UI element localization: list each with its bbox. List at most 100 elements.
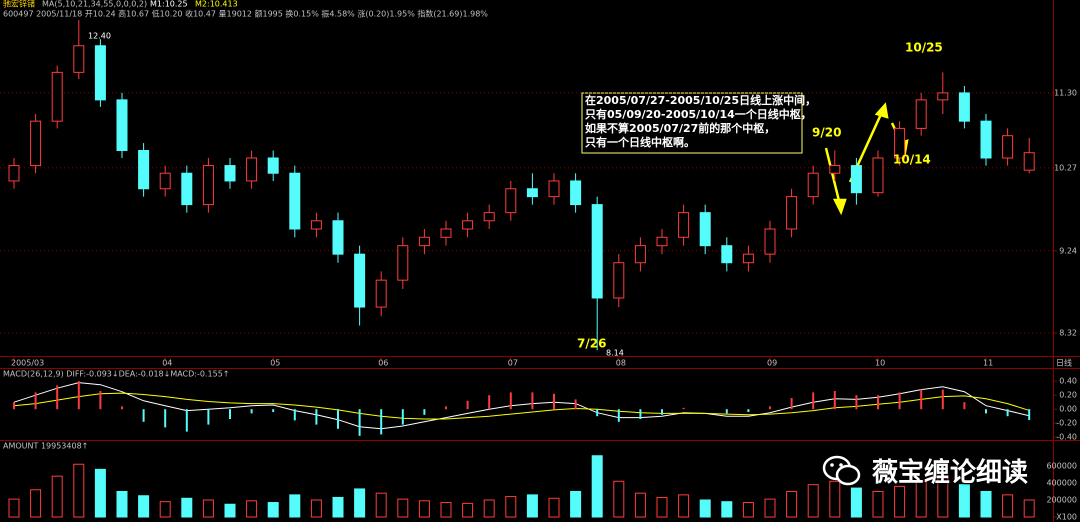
volume-bar (613, 480, 625, 518)
x-tick-label: 2005/03 (11, 359, 44, 368)
volume-bar (94, 468, 106, 518)
annotation: 12.40 (88, 32, 111, 41)
volume-bar (246, 500, 258, 518)
candle-body (958, 92, 970, 122)
volume-bar (224, 503, 236, 518)
y-tick-label: -0.40 (1056, 433, 1077, 442)
candle-body (1023, 152, 1035, 171)
volume-bar (721, 501, 733, 518)
candle-body (656, 236, 668, 247)
candle-body (462, 220, 474, 230)
volume-bar (526, 494, 538, 518)
candle-body (30, 120, 42, 167)
candle-body (138, 149, 150, 190)
candle-body (375, 279, 387, 308)
annotation: 7/26 (577, 337, 606, 351)
m1-label: M1:10.25 (150, 0, 188, 9)
volume-bar (267, 502, 279, 518)
candle-body (418, 236, 430, 247)
x-tick-label: 10 (875, 359, 885, 368)
x-tick-label: 06 (378, 359, 388, 368)
y-tick-label: 9.24 (1059, 246, 1077, 255)
volume-bar (915, 480, 927, 518)
candle-body (634, 245, 646, 264)
volume-bar (397, 498, 409, 518)
x-tick-label: 11 (983, 359, 993, 368)
volume-bar (656, 496, 668, 518)
quote-info: 600497 2005/11/18 开10.24 高10.67 低10.20 收… (3, 9, 488, 19)
candle-body (872, 157, 884, 194)
ma-label: MA(5,10,21,34,55,0,0,0,2) (42, 0, 147, 9)
volume-bar (418, 500, 430, 518)
volume-bar (51, 475, 63, 518)
note-line: 如果不算2005/07/27前的那个中枢， (585, 121, 775, 135)
candle-body (699, 212, 711, 247)
candle-body (94, 45, 106, 101)
candle-body (829, 165, 841, 174)
volume-bar (116, 490, 128, 518)
volume-bar (1023, 499, 1035, 518)
panel-title: MACD(26,12,9) DIFF:-0.093↓DEA:-0.018↓MAC… (3, 370, 230, 379)
volume-bar (354, 488, 366, 518)
candle-body (850, 165, 862, 194)
candle-body (310, 220, 322, 230)
candle-body (591, 204, 603, 299)
note-line: 只有一个日线中枢啊。 (585, 135, 695, 149)
candle-body (181, 172, 193, 206)
volume-bar (332, 496, 344, 518)
volume-bar (764, 498, 776, 518)
candle-body (332, 220, 344, 255)
volume-bar (73, 463, 85, 518)
macd-line (13, 392, 1030, 420)
candle-body (505, 188, 517, 214)
annotation: 9/20 (812, 126, 841, 140)
candle-body (980, 120, 992, 159)
macd-line (13, 382, 1030, 430)
volume-bar (310, 499, 322, 518)
y-tick-label: 0.40 (1059, 377, 1077, 386)
x-axis-label: 日线 (1056, 358, 1072, 368)
candle-body (440, 228, 452, 238)
volume-bar (958, 484, 970, 518)
panel-title: AMOUNT 19953408↑ (3, 442, 88, 451)
volume-bar (786, 490, 798, 518)
volume-bar (591, 455, 603, 518)
candle-body (807, 172, 819, 198)
volume-bar (483, 499, 495, 518)
y-tick-label: 200000 (1046, 495, 1077, 504)
candle-body (915, 99, 927, 129)
volume-bar (937, 477, 949, 518)
volume-bar (440, 502, 452, 518)
volume-bar (850, 487, 862, 518)
candle-body (721, 245, 733, 264)
y-tick-label: 10.27 (1054, 163, 1077, 172)
y-tick-label: 400000 (1046, 478, 1077, 487)
volume-bar (699, 499, 711, 518)
candle-body (8, 165, 20, 182)
volume-bar (894, 485, 906, 518)
volume-bar (138, 495, 150, 518)
candle-body (570, 180, 582, 206)
volume-bar (375, 492, 387, 518)
note-line: 只有05/09/20-2005/10/14一个日线中枢， (585, 107, 812, 121)
volume-bar (678, 494, 690, 518)
candle-body (526, 188, 538, 198)
volume-bar (1002, 494, 1014, 518)
y-tick-label: 0.20 (1059, 391, 1077, 400)
candle-body (483, 212, 495, 222)
watermark-text: 薇宝缠论细读 (872, 458, 1029, 488)
x-tick-label: 07 (508, 359, 518, 368)
y-tick-label: -0.20 (1056, 419, 1077, 428)
y-tick-label: 8.32 (1059, 329, 1077, 338)
volume-bar (159, 501, 171, 518)
volume-bar (30, 489, 42, 518)
candle-body (786, 196, 798, 230)
volume-bar (829, 480, 841, 518)
volume-bar (289, 494, 301, 518)
candle-body (894, 127, 906, 159)
watermark: 薇宝缠论细读 (822, 452, 1028, 489)
